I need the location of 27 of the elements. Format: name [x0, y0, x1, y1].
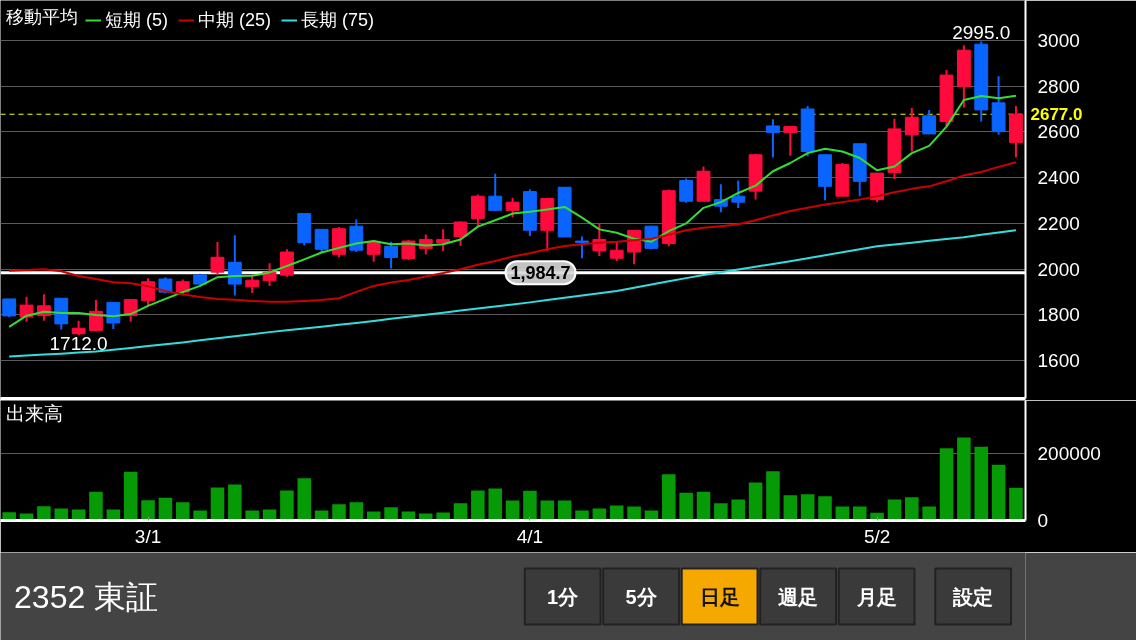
- ref-line-label: 1,984.7: [510, 263, 571, 284]
- y-tick-label: 2200: [1037, 212, 1080, 234]
- y-tick-label: 2800: [1037, 75, 1080, 97]
- x-tick-label: 4/1: [516, 525, 544, 547]
- text: 2352 東証: [14, 578, 159, 615]
- y-tick-label: 3000: [1037, 29, 1080, 51]
- text: 日足: [699, 585, 740, 608]
- x-tick-label: 5/2: [863, 525, 891, 547]
- y-tick-label: 1800: [1037, 304, 1080, 326]
- annotation: 1712.0: [49, 333, 108, 355]
- text: 週足: [777, 585, 819, 608]
- legend-title: 移動平均: [5, 6, 78, 27]
- y-tick-label: 200000: [1037, 443, 1101, 465]
- legend-label: 短期 (5): [105, 9, 168, 32]
- y-tick-label: 2400: [1037, 167, 1080, 189]
- y-tick-label: 2000: [1037, 258, 1080, 280]
- y-tick-label: 0: [1037, 510, 1049, 531]
- legend-label: 長期 (75): [301, 9, 375, 32]
- y-tick-label: 1600: [1037, 350, 1080, 372]
- text: 設定: [952, 585, 994, 608]
- x-tick-label: 3/1: [134, 525, 162, 547]
- chart-title: 出来高: [5, 402, 63, 424]
- text: 1分: [547, 585, 580, 608]
- text: 5分: [625, 585, 658, 608]
- legend-label: 中期 (25): [198, 9, 272, 32]
- text: 月足: [855, 585, 897, 608]
- annotation: 2995.0: [952, 22, 1011, 44]
